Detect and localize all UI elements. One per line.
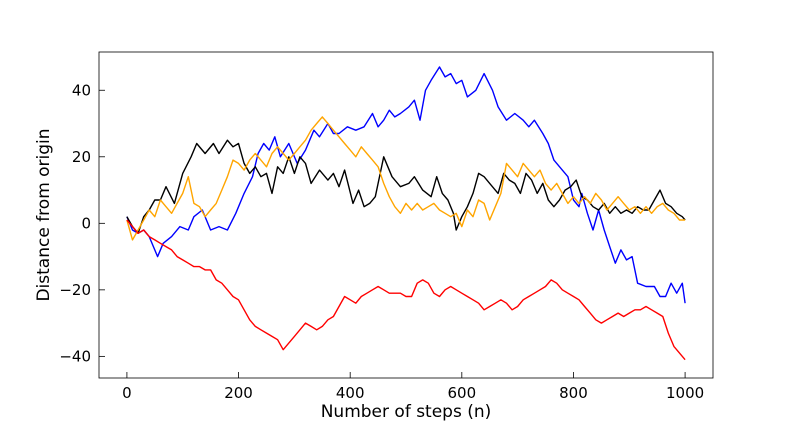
y-tick-label: 0 [81,214,91,232]
series-layer [126,66,686,361]
x-tick-label: 800 [559,384,588,402]
plot-frame [98,51,714,379]
series-line-walk-blue [126,66,686,304]
x-axis-ticks: 0 200 400 600 800 1000 [122,372,704,402]
x-tick-label: 1000 [666,384,704,402]
y-tick-label: 40 [72,81,91,99]
x-tick-label: 400 [336,384,365,402]
y-tick-label: 20 [72,148,91,166]
y-axis-ticks: −40 −20 0 20 40 [59,81,105,365]
series-line-walk-orange [126,116,686,241]
y-tick-label: −20 [59,281,91,299]
y-tick-label: −40 [59,347,91,365]
y-axis-label: Distance from origin [34,128,54,301]
x-axis-label: Number of steps (n) [321,402,492,422]
x-tick-label: 0 [122,384,132,402]
series-line-walk-red [126,219,686,361]
x-tick-label: 600 [447,384,476,402]
x-tick-label: 200 [224,384,253,402]
series-line-walk-black [126,139,686,235]
